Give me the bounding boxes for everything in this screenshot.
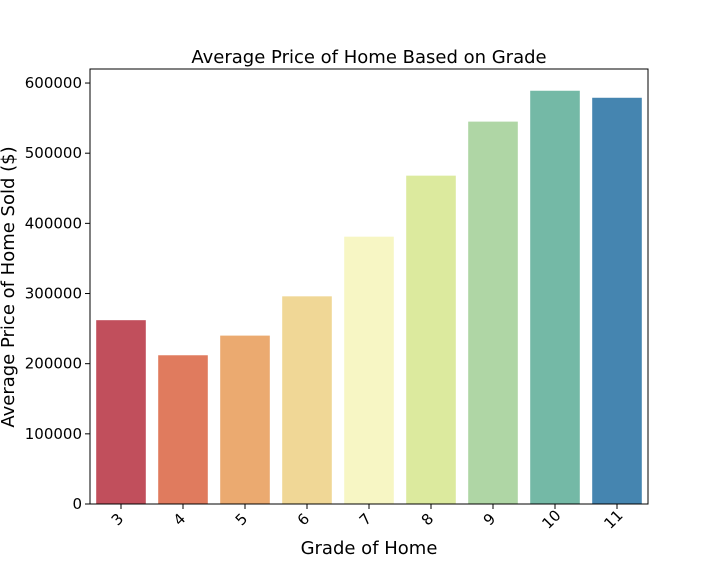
x-tick-label: 9: [480, 510, 499, 529]
bar-grade-8: [406, 175, 456, 504]
plot-frame: [89, 68, 649, 505]
bar-grade-3: [96, 320, 146, 504]
x-tick-label: 7: [356, 510, 375, 529]
bar-grade-4: [158, 355, 208, 504]
x-axis-ticks: 3 4 5 6 7 8 9 10 11: [108, 504, 627, 533]
bar-grade-10: [530, 90, 580, 504]
chart-title: Average Price of Home Based on Grade: [191, 47, 546, 68]
y-axis-ticks: 0 100000 200000 300000 400000 500000 600000: [25, 74, 90, 513]
x-tick-label: 10: [538, 506, 564, 532]
bar-grade-7: [344, 236, 394, 504]
y-tick-label: 500000: [25, 144, 82, 162]
y-tick-label: 100000: [25, 425, 82, 443]
y-tick-label: 200000: [25, 355, 82, 373]
bar-grade-6: [282, 296, 332, 504]
bar-grade-11: [592, 97, 642, 505]
x-tick-label: 3: [108, 510, 127, 529]
y-tick-label: 300000: [25, 285, 82, 303]
x-tick-label: 6: [294, 510, 313, 529]
y-tick-label: 0: [72, 495, 82, 513]
y-tick-label: 400000: [25, 214, 82, 232]
bar-grade-5: [220, 335, 270, 504]
x-tick-label: 4: [170, 510, 189, 529]
x-tick-label: 11: [600, 506, 626, 532]
x-tick-label: 5: [232, 510, 251, 529]
bar-grade-9: [468, 121, 518, 505]
x-tick-label: 8: [418, 510, 437, 529]
y-tick-label: 600000: [25, 74, 82, 92]
y-axis-label: Average Price of Home Sold ($): [0, 146, 19, 427]
x-axis-label: Grade of Home: [301, 538, 438, 559]
bars-layer: [96, 90, 642, 505]
